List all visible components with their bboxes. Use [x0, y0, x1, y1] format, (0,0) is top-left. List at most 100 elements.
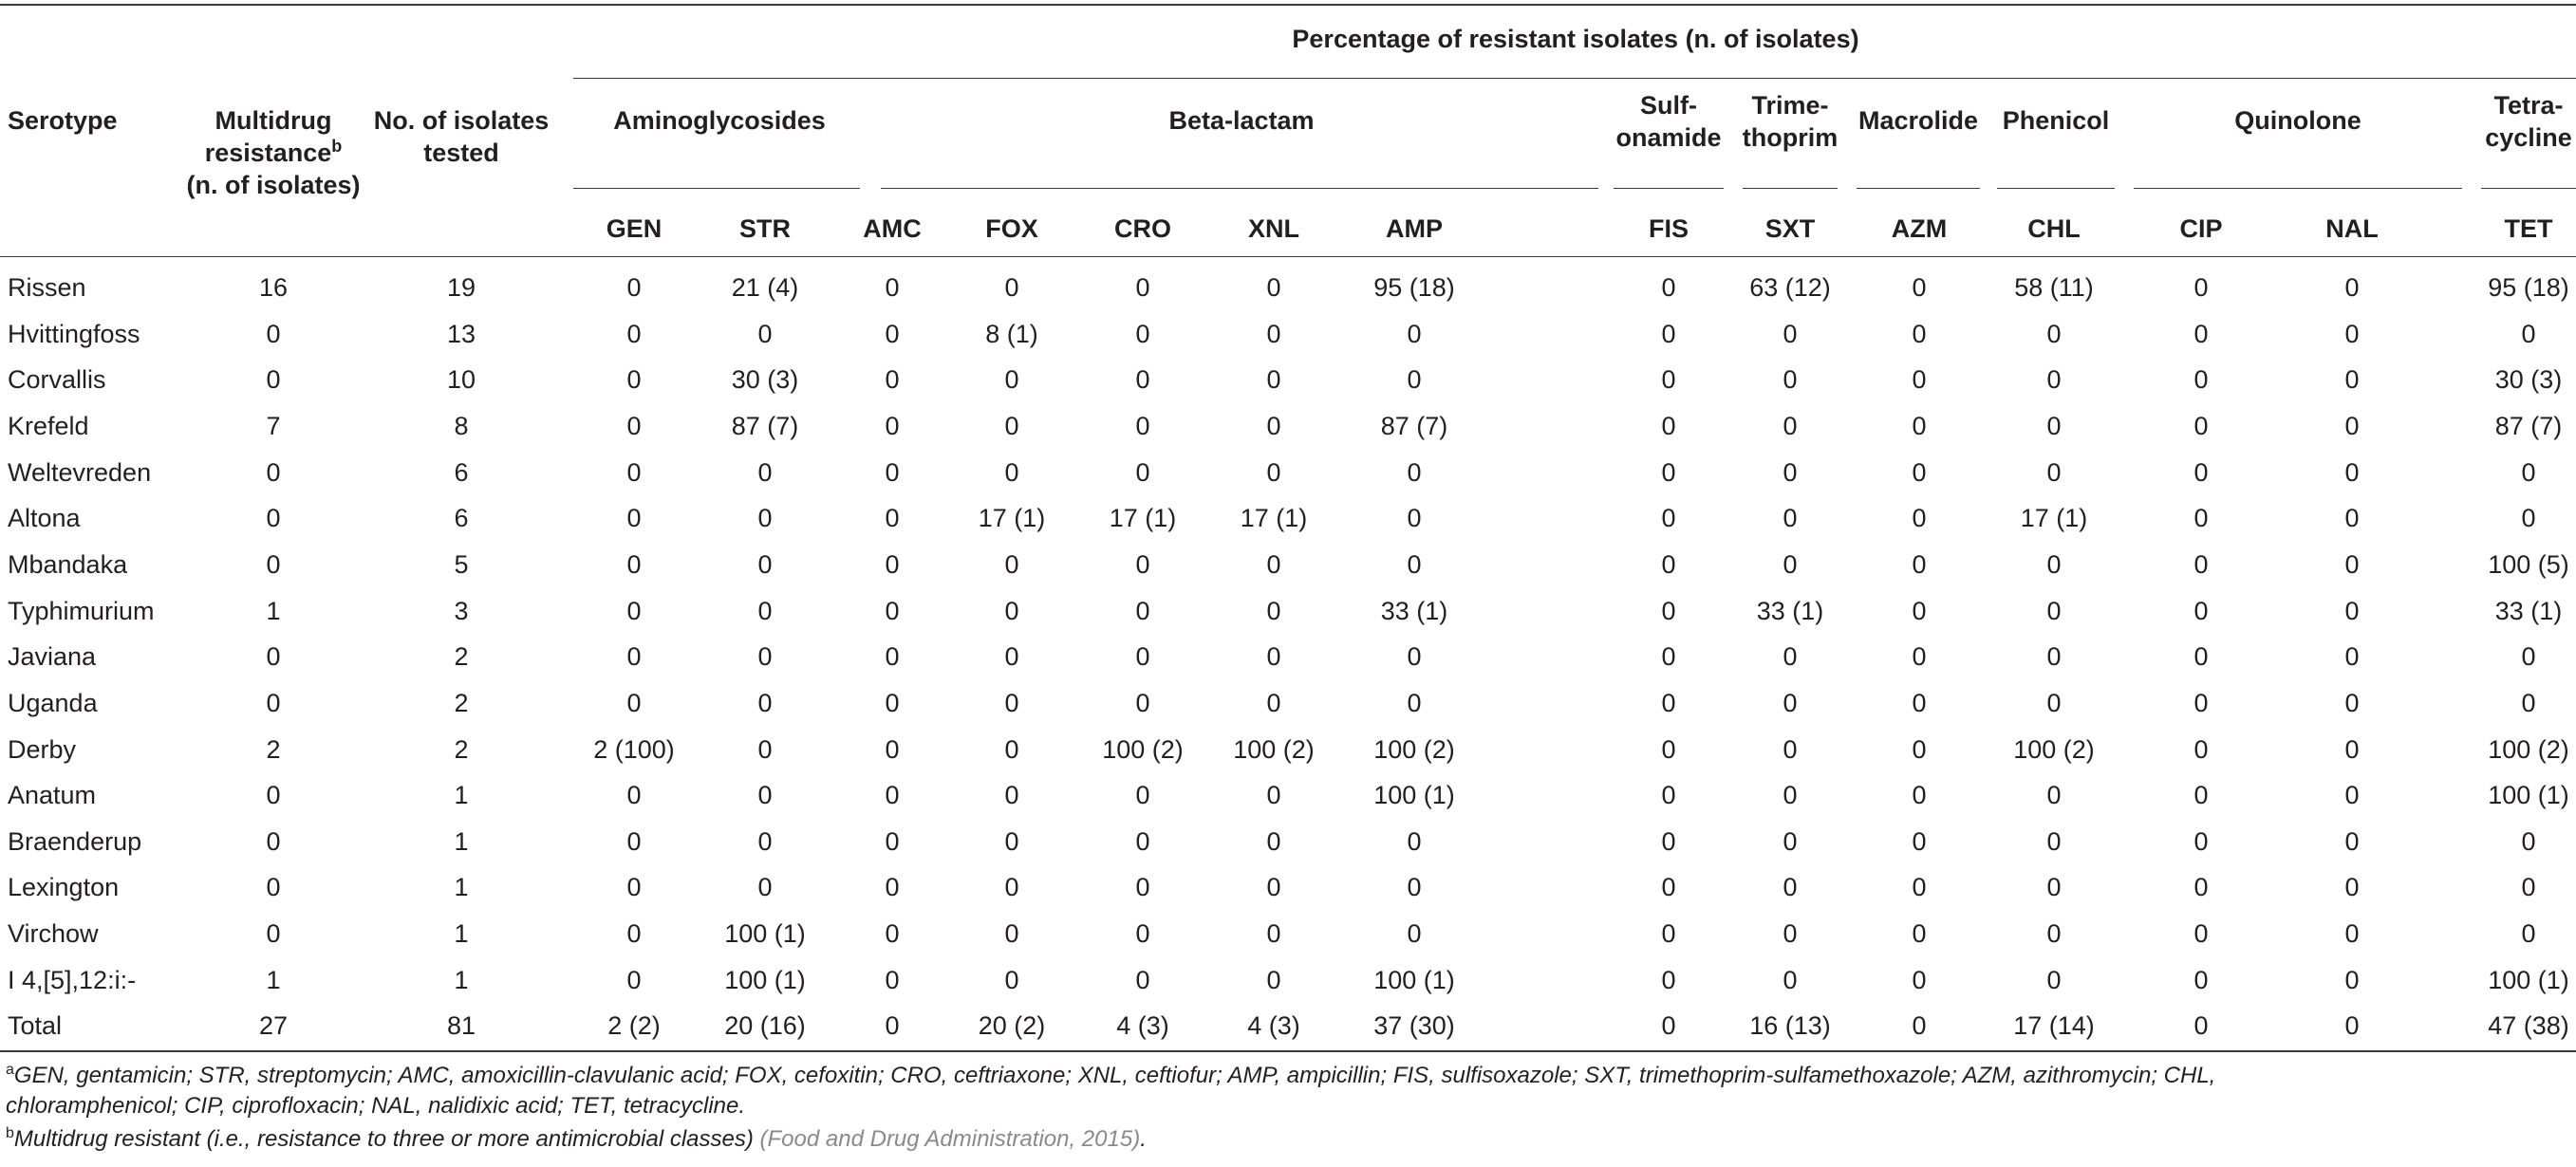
- col-header-isolates-tested: No. of isolates tested: [373, 106, 550, 167]
- multidrug-cell: 0: [266, 642, 281, 671]
- resistance-cell: 0: [626, 412, 642, 440]
- multidrug-cell: 0: [266, 550, 281, 579]
- resistance-cell: 0: [626, 458, 642, 487]
- citation-link[interactable]: (Food and Drug Administration, 2015): [759, 1126, 1141, 1152]
- resistance-cell: 0: [1912, 781, 1927, 809]
- resistance-cell: 0: [1407, 873, 1422, 901]
- resistance-cell: 0: [2344, 504, 2360, 532]
- serotype-cell: Corvallis: [8, 365, 106, 394]
- drug-code-header: SXT: [1764, 214, 1816, 243]
- resistance-cell: 0: [1783, 365, 1798, 394]
- resistance-cell: 0: [1266, 458, 1281, 487]
- resistance-cell: 0: [2046, 966, 2062, 994]
- resistance-cell: 0: [2193, 597, 2209, 625]
- drug-code-header: AZM: [1891, 214, 1948, 243]
- resistance-cell: 33 (1): [2494, 597, 2563, 625]
- resistance-cell: 0: [2521, 827, 2536, 856]
- resistance-cell: 0: [626, 689, 642, 717]
- resistance-cell: 0: [1661, 320, 1676, 348]
- resistance-cell: 0: [885, 689, 900, 717]
- resistance-cell: 63 (12): [1749, 273, 1831, 302]
- resistance-cell: 0: [1661, 504, 1676, 532]
- resistance-cell: 0: [1661, 550, 1676, 579]
- resistance-cell: 0: [1135, 273, 1150, 302]
- multidrug-cell: 0: [266, 689, 281, 717]
- group-rule-tetracycline: [2481, 188, 2576, 189]
- resistance-cell: 0: [885, 827, 900, 856]
- resistance-cell: 0: [2344, 320, 2360, 348]
- resistance-cell: 0: [2193, 735, 2209, 764]
- resistance-cell: 0: [1783, 873, 1798, 901]
- resistance-cell: 0: [2046, 781, 2062, 809]
- resistance-cell: 100 (2): [2013, 735, 2095, 764]
- resistance-cell: 0: [757, 689, 773, 717]
- isolates-tested-cell: 8: [454, 412, 469, 440]
- multidrug-cell: 1: [266, 597, 281, 625]
- resistance-cell: 0: [2046, 365, 2062, 394]
- resistance-cell: 0: [2046, 458, 2062, 487]
- drug-class-header: Aminoglycosides: [613, 106, 826, 135]
- resistance-cell: 0: [1912, 365, 1927, 394]
- resistance-cell: 0: [1783, 412, 1798, 440]
- resistance-cell: 0: [1912, 273, 1927, 302]
- multidrug-cell: 27: [258, 1011, 289, 1040]
- resistance-cell: 0: [2521, 919, 2536, 948]
- drug-class-header: Phenicol: [2002, 106, 2110, 135]
- top-rule: [0, 4, 2576, 6]
- drug-class-header: Trime-thoprim: [1742, 91, 1839, 152]
- resistance-cell: 0: [2193, 412, 2209, 440]
- drug-code-header: TET: [2504, 214, 2553, 243]
- resistance-cell: 0: [1407, 365, 1422, 394]
- resistance-cell: 0: [1004, 689, 1019, 717]
- resistance-cell: 100 (1): [2488, 781, 2569, 809]
- drug-class-header: Quinolone: [2234, 106, 2361, 135]
- resistance-cell: 100 (2): [2488, 735, 2569, 764]
- resistance-cell: 0: [1661, 781, 1676, 809]
- resistance-cell: 0: [2046, 320, 2062, 348]
- isolates-tested-cell: 13: [446, 320, 476, 348]
- serotype-cell: Altona: [8, 504, 81, 532]
- multidrug-cell: 0: [266, 919, 281, 948]
- resistance-cell: 0: [1266, 919, 1281, 948]
- resistance-cell: 0: [626, 781, 642, 809]
- resistance-cell: 0: [1661, 642, 1676, 671]
- group-rule-quinolone: [2134, 188, 2462, 189]
- resistance-cell: 0: [1266, 966, 1281, 994]
- resistance-cell: 0: [2046, 689, 2062, 717]
- resistance-cell: 0: [1135, 550, 1150, 579]
- resistance-cell: 0: [2046, 919, 2062, 948]
- group-rule-sulfonamide: [1614, 188, 1724, 189]
- resistance-cell: 0: [1912, 597, 1927, 625]
- resistance-cell: 0: [885, 642, 900, 671]
- resistance-cell: 0: [2521, 504, 2536, 532]
- resistance-cell: 17 (14): [2013, 1011, 2095, 1040]
- resistance-cell: 0: [757, 873, 773, 901]
- serotype-cell: Rissen: [8, 273, 86, 302]
- serotype-cell: Krefeld: [8, 412, 89, 440]
- resistance-cell: 0: [2344, 873, 2360, 901]
- resistance-cell: 0: [885, 320, 900, 348]
- resistance-cell: 100 (5): [2488, 550, 2569, 579]
- resistance-cell: 0: [757, 550, 773, 579]
- isolates-tested-cell: 81: [446, 1011, 476, 1040]
- resistance-cell: 0: [1407, 550, 1422, 579]
- resistance-cell: 0: [2521, 873, 2536, 901]
- isolates-tested-cell: 1: [454, 919, 469, 948]
- resistance-cell: 0: [2193, 550, 2209, 579]
- resistance-cell: 0: [2521, 689, 2536, 717]
- resistance-cell: 0: [1912, 550, 1927, 579]
- serotype-cell: Total: [8, 1011, 63, 1040]
- resistance-cell: 0: [2193, 919, 2209, 948]
- resistance-cell: 33 (1): [1380, 597, 1448, 625]
- drug-code-header: AMC: [863, 214, 922, 243]
- resistance-cell: 0: [1266, 597, 1281, 625]
- resistance-cell: 0: [1004, 273, 1019, 302]
- resistance-cell: 0: [626, 919, 642, 948]
- isolates-tested-cell: 2: [454, 735, 469, 764]
- drug-code-header: CIP: [2179, 214, 2223, 243]
- resistance-cell: 0: [2344, 966, 2360, 994]
- resistance-cell: 0: [1004, 919, 1019, 948]
- resistance-cell: 0: [2344, 735, 2360, 764]
- resistance-cell: 0: [1912, 966, 1927, 994]
- resistance-cell: 37 (30): [1373, 1011, 1455, 1040]
